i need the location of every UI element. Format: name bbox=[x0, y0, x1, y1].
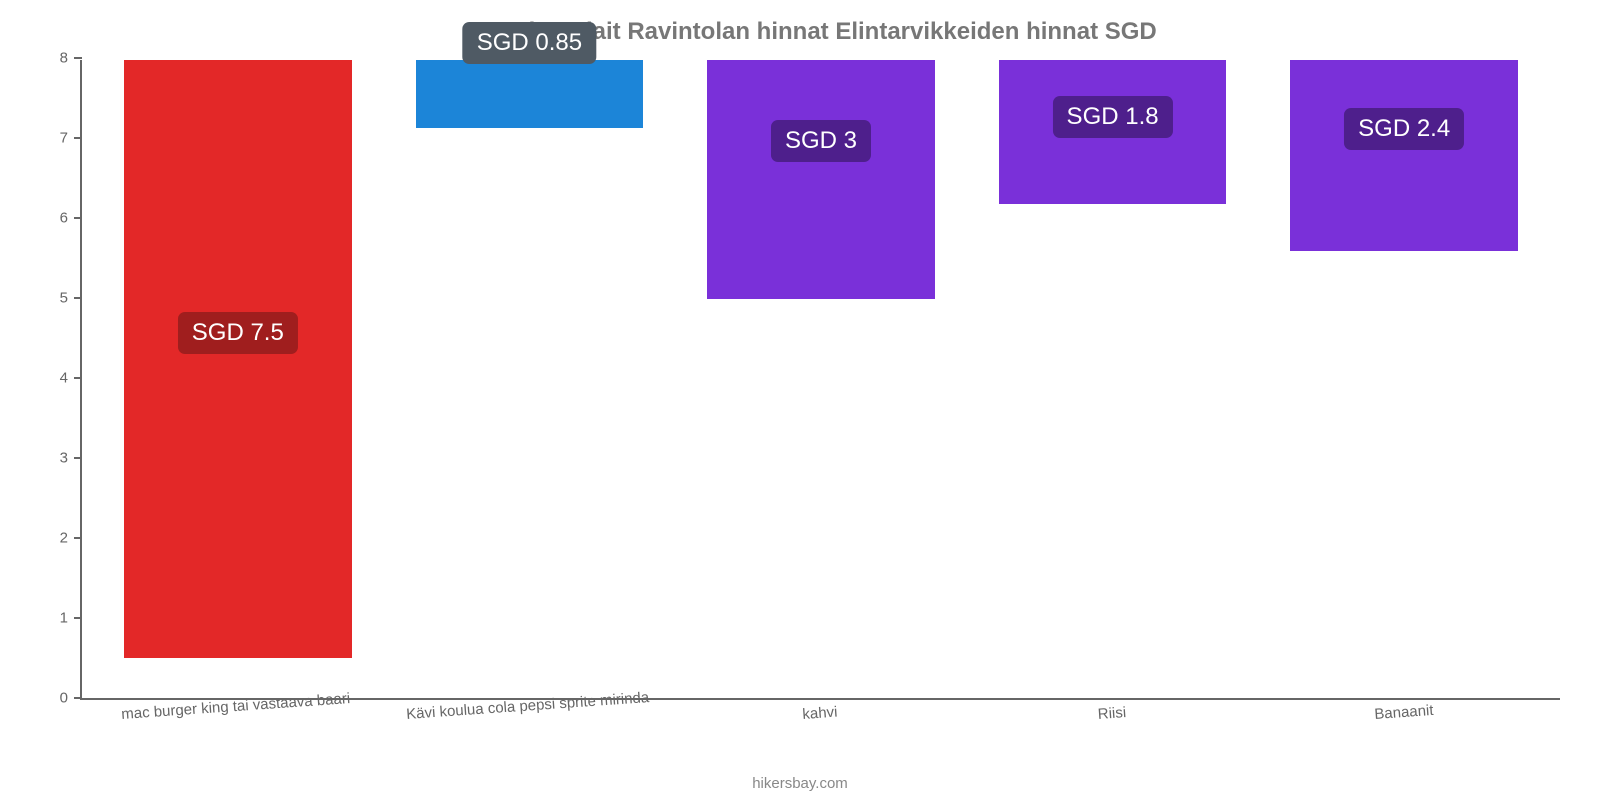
bar: SGD 3 bbox=[707, 60, 934, 299]
bar-slot: SGD 1.8 bbox=[967, 60, 1259, 698]
bar: SGD 7.5 bbox=[124, 60, 351, 658]
bar-slot: SGD 7.5 bbox=[92, 60, 384, 698]
y-tick-mark bbox=[74, 537, 82, 539]
y-tick-mark bbox=[74, 57, 82, 59]
y-tick-mark bbox=[74, 617, 82, 619]
value-badge: SGD 0.85 bbox=[463, 22, 596, 64]
x-axis-label: Banaanit bbox=[1374, 702, 1434, 723]
x-label-slot: Riisi bbox=[966, 700, 1258, 740]
x-axis-label: Riisi bbox=[1097, 704, 1126, 723]
y-tick-mark bbox=[74, 217, 82, 219]
chart-title: Kuala Belait Ravintolan hinnat Elintarvi… bbox=[80, 18, 1560, 46]
bar-slot: SGD 2.4 bbox=[1258, 60, 1550, 698]
value-badge: SGD 3 bbox=[771, 120, 871, 162]
bar: SGD 2.4 bbox=[1290, 60, 1517, 251]
x-label-slot: kahvi bbox=[674, 700, 966, 740]
bars-group: SGD 7.5 SGD 0.85 SGD 3 SGD 1.8 SGD 2.4 bbox=[82, 60, 1560, 698]
value-badge: SGD 2.4 bbox=[1344, 108, 1464, 150]
plot-area: SGD 7.5SGD 0.85SGD 3SGD 1.8SGD 2.4 01234… bbox=[80, 60, 1560, 700]
value-badge: SGD 1.8 bbox=[1053, 96, 1173, 138]
x-label-slot: mac burger king tai vastaava baari bbox=[90, 700, 382, 740]
x-label-slot: Banaanit bbox=[1258, 700, 1550, 740]
bar: SGD 0.85 bbox=[416, 60, 643, 128]
bar: SGD 1.8 bbox=[999, 60, 1226, 204]
bar-slot: SGD 3 bbox=[675, 60, 967, 698]
x-axis-label: kahvi bbox=[802, 704, 838, 723]
chart-container: Kuala Belait Ravintolan hinnat Elintarvi… bbox=[0, 0, 1600, 800]
y-tick-mark bbox=[74, 697, 82, 699]
y-tick-mark bbox=[74, 457, 82, 459]
x-axis-labels: mac burger king tai vastaava baariKävi k… bbox=[80, 700, 1560, 740]
x-label-slot: Kävi koulua cola pepsi sprite mirinda bbox=[382, 700, 674, 740]
bar-slot: SGD 0.85 bbox=[384, 60, 676, 698]
chart-footer: hikersbay.com bbox=[0, 775, 1600, 792]
y-tick-mark bbox=[74, 297, 82, 299]
value-badge: SGD 7.5 bbox=[178, 312, 298, 354]
y-tick-mark bbox=[74, 137, 82, 139]
y-tick-mark bbox=[74, 377, 82, 379]
